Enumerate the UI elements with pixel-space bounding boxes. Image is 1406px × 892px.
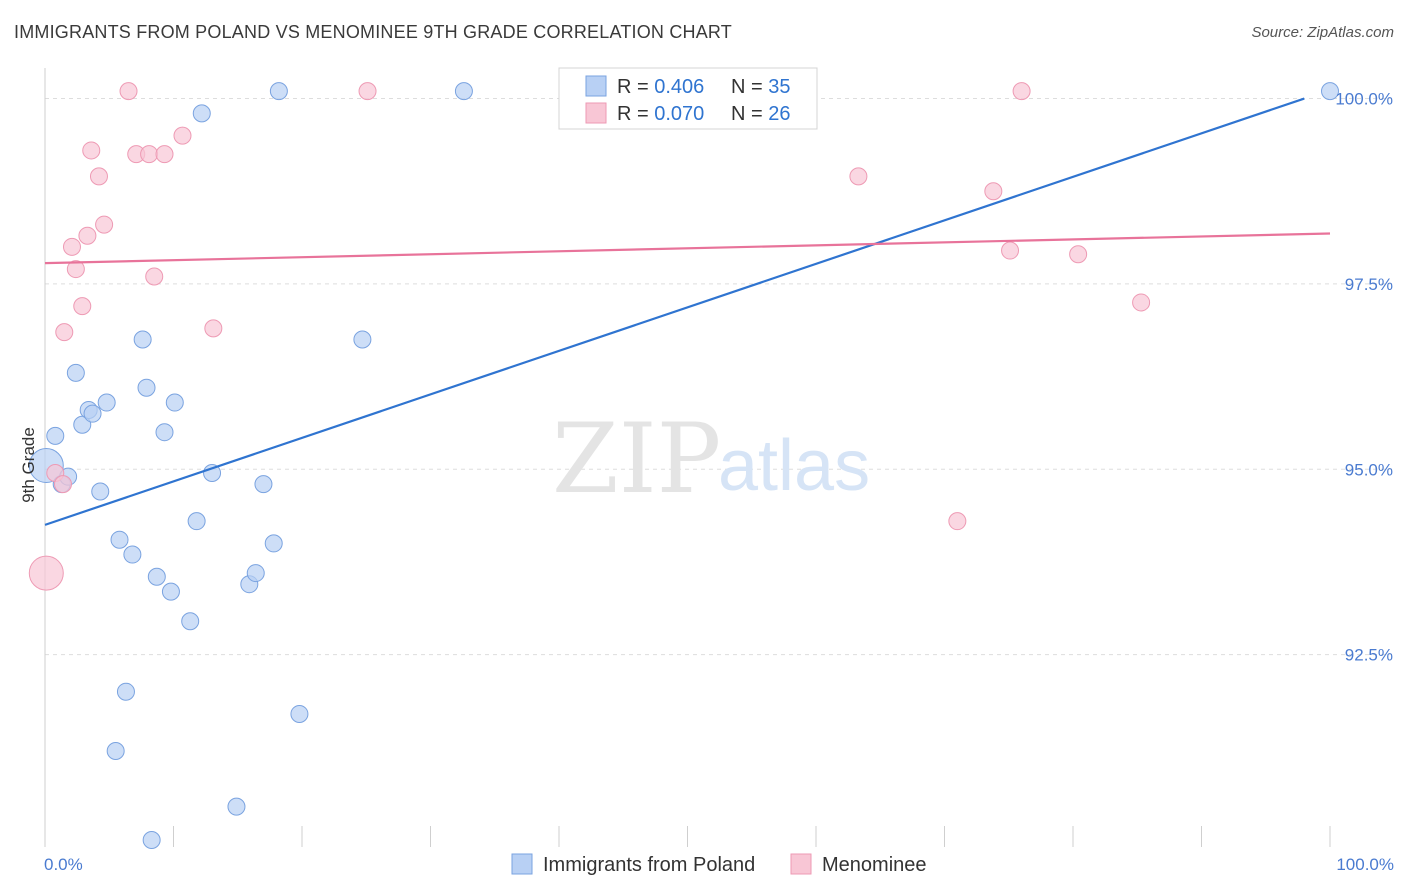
menominee-point — [66, 260, 85, 279]
x-tick-label: 0.0% — [44, 855, 83, 874]
menominee-point — [1069, 245, 1088, 264]
poland-point — [254, 475, 273, 494]
poland-point — [192, 104, 211, 123]
poland-point — [83, 404, 102, 423]
svg-text:R = 0.406: R = 0.406 — [617, 76, 704, 98]
chart-title: IMMIGRANTS FROM POLAND VS MENOMINEE 9TH … — [14, 22, 733, 42]
menominee-point — [173, 126, 192, 145]
watermark-zip: ZIP — [552, 403, 721, 515]
menominee-point — [95, 215, 114, 234]
menominee-point — [62, 237, 81, 256]
menominee-trend-line — [44, 232, 1331, 265]
menominee-point — [1132, 293, 1151, 312]
y-tick-label: 100.0% — [1335, 90, 1393, 109]
poland-point — [246, 564, 265, 583]
menominee-point — [119, 82, 138, 101]
menominee-point — [984, 182, 1003, 201]
poland-point — [123, 545, 142, 564]
poland-trend-line — [44, 97, 1305, 526]
menominee-point — [140, 145, 159, 164]
poland-point — [91, 482, 110, 501]
menominee-point — [155, 145, 174, 164]
legend-bottom-swatch-blue[interactable] — [511, 853, 533, 875]
poland-point — [155, 423, 174, 442]
poland-point — [269, 82, 288, 101]
menominee-point — [948, 512, 967, 531]
poland-point — [110, 530, 129, 549]
menominee-point — [145, 267, 164, 286]
menominee-point — [1001, 241, 1020, 260]
svg-text:R = 0.070: R = 0.070 — [617, 103, 704, 125]
menominee-point — [28, 555, 64, 591]
watermark: ZIP atlas — [552, 403, 870, 515]
poland-point — [165, 393, 184, 412]
legend-top: R = 0.406 N = 35 R = 0.070 N = 26 — [558, 67, 818, 130]
legend-top-swatch-pink — [585, 102, 607, 124]
y-tick-label: 95.0% — [1345, 460, 1393, 479]
legend-bottom-label-pink[interactable]: Menominee — [822, 854, 927, 876]
poland-point — [46, 426, 65, 445]
menominee-point — [204, 319, 223, 338]
legend-r-value-blue: 0.406 — [654, 76, 704, 98]
menominee-point — [89, 167, 108, 186]
y-axis-title: 9th Grade — [19, 427, 38, 503]
watermark-atlas: atlas — [718, 426, 870, 506]
menominee-point — [78, 226, 97, 245]
poland-point — [106, 742, 125, 761]
poland-point — [66, 363, 85, 382]
poland-point — [454, 82, 473, 101]
menominee-point — [849, 167, 868, 186]
poland-point — [181, 612, 200, 631]
menominee-point — [358, 82, 377, 101]
poland-point — [147, 567, 166, 586]
poland-point — [97, 393, 116, 412]
menominee-point — [53, 475, 72, 494]
poland-point — [133, 330, 152, 349]
legend-r-value-pink: 0.070 — [654, 103, 704, 125]
poland-point — [142, 831, 161, 849]
svg-text:N = 35: N = 35 — [731, 76, 791, 98]
menominee-point — [1012, 82, 1031, 101]
menominee-point — [73, 297, 92, 316]
legend-bottom: Immigrants from Poland Menominee — [511, 853, 927, 876]
trend-layer — [44, 97, 1331, 526]
tick-labels: 100.0% 97.5% 95.0% 92.5% 0.0% 100.0% — [44, 90, 1394, 874]
poland-point — [116, 682, 135, 701]
legend-top-swatch-blue — [585, 75, 607, 97]
svg-text:N = 26: N = 26 — [731, 103, 791, 125]
poland-point — [137, 378, 156, 397]
legend-n-value-blue: 35 — [768, 76, 790, 98]
menominee-point — [82, 141, 101, 160]
poland-point — [353, 330, 372, 349]
poland-point — [73, 415, 92, 434]
chart-source: Source: ZipAtlas.com — [1251, 24, 1394, 41]
poland-point — [290, 704, 309, 723]
legend-r-label-blue: R = — [617, 76, 654, 98]
poland-point — [161, 582, 180, 601]
poland-point — [227, 797, 246, 816]
legend-bottom-swatch-pink[interactable] — [790, 853, 812, 875]
poland-point — [264, 534, 283, 553]
legend-n-label-pink: N = — [731, 103, 768, 125]
legend-n-value-pink: 26 — [768, 103, 790, 125]
poland-point — [187, 512, 206, 531]
points-layer — [28, 82, 1339, 849]
legend-bottom-label-blue[interactable]: Immigrants from Poland — [543, 854, 755, 876]
x-tick-label: 100.0% — [1336, 855, 1394, 874]
legend-r-label-pink: R = — [617, 103, 654, 125]
y-tick-label: 97.5% — [1345, 275, 1393, 294]
legend-n-label-blue: N = — [731, 76, 768, 98]
menominee-point — [55, 323, 74, 342]
y-tick-label: 92.5% — [1345, 646, 1393, 665]
poland-point — [1321, 82, 1339, 101]
